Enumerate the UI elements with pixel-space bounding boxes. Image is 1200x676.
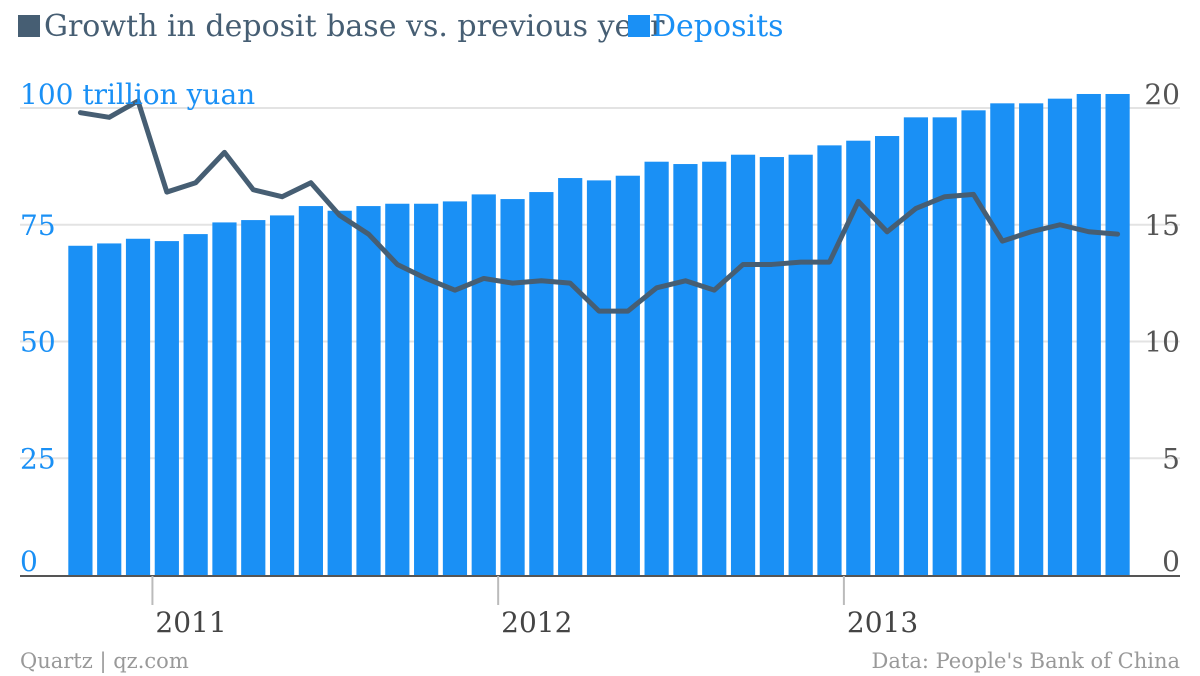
- deposit-bar: [1019, 103, 1044, 575]
- deposit-bar: [500, 199, 525, 575]
- deposit-bar: [327, 210, 352, 576]
- deposit-bar: [932, 117, 957, 575]
- deposit-bar: [356, 206, 381, 575]
- right-axis-tick-label: 5: [1162, 442, 1180, 475]
- deposit-bar: [1076, 93, 1101, 576]
- deposit-bar: [903, 117, 929, 575]
- deposit-bar: [241, 220, 266, 575]
- left-axis-tick-label: 25: [20, 442, 56, 475]
- deposit-bar: [702, 161, 727, 575]
- deposit-bar: [298, 206, 323, 575]
- x-axis-tick-label: 2013: [847, 606, 918, 639]
- right-axis-tick-label: 15: [1144, 209, 1180, 242]
- deposit-bar: [385, 203, 410, 576]
- right-axis-tick-label: 0: [1162, 545, 1180, 578]
- deposit-bar: [154, 241, 179, 575]
- deposit-bar: [414, 203, 439, 576]
- deposit-bar: [673, 164, 698, 576]
- deposit-bar: [615, 175, 640, 575]
- deposit-bar: [269, 215, 295, 575]
- legend: Growth in deposit base vs. previous year…: [18, 9, 784, 44]
- deposit-bar: [817, 145, 842, 576]
- deposit-bar: [586, 180, 612, 575]
- legend-swatch-deposits: [628, 15, 650, 37]
- legend-label-deposits: Deposits: [652, 9, 784, 44]
- growth-line: [77, 98, 1121, 314]
- deposit-bar: [183, 234, 208, 575]
- legend-label-growth: Growth in deposit base vs. previous year: [44, 9, 665, 44]
- deposit-bar: [1105, 93, 1130, 576]
- deposit-bar: [875, 136, 900, 575]
- deposit-bar: [529, 192, 554, 575]
- deposit-bar: [212, 222, 237, 576]
- deposit-bar: [730, 154, 756, 575]
- footer-source-right: Data: People's Bank of China: [872, 649, 1180, 673]
- deposit-bar: [442, 201, 468, 575]
- deposit-bar: [68, 245, 93, 575]
- deposit-bar: [125, 238, 151, 575]
- deposit-bar: [759, 157, 784, 575]
- footer-source-left: Quartz | qz.com: [20, 649, 189, 674]
- deposit-bar: [990, 103, 1015, 575]
- right-axis-tick-label: 10: [1144, 326, 1180, 359]
- deposit-bars: [68, 93, 1130, 576]
- growth-line-path: [77, 98, 1121, 314]
- right-axis-tick-label: 20: [1144, 78, 1180, 111]
- deposit-bar: [788, 154, 813, 575]
- left-axis-tick-label: 0: [20, 545, 38, 578]
- axes: 0 25 50 75 100 trillion yuan 0 5 10 15 20 2011 2012…: [20, 78, 1180, 639]
- legend-swatch-growth: [18, 15, 40, 37]
- deposit-bar: [558, 178, 583, 576]
- left-axis-tick-label: 75: [20, 209, 56, 242]
- left-axis-tick-label: 50: [20, 326, 56, 359]
- deposit-bar: [961, 110, 986, 576]
- x-axis-tick-label: 2011: [155, 606, 226, 639]
- deposit-bar: [97, 243, 122, 575]
- deposit-bar: [1047, 98, 1073, 575]
- deposit-bar: [644, 161, 669, 575]
- left-axis-unit-label: 100 trillion yuan: [20, 78, 255, 111]
- x-axis-tick-label: 2012: [501, 606, 572, 639]
- deposit-bar: [471, 194, 496, 575]
